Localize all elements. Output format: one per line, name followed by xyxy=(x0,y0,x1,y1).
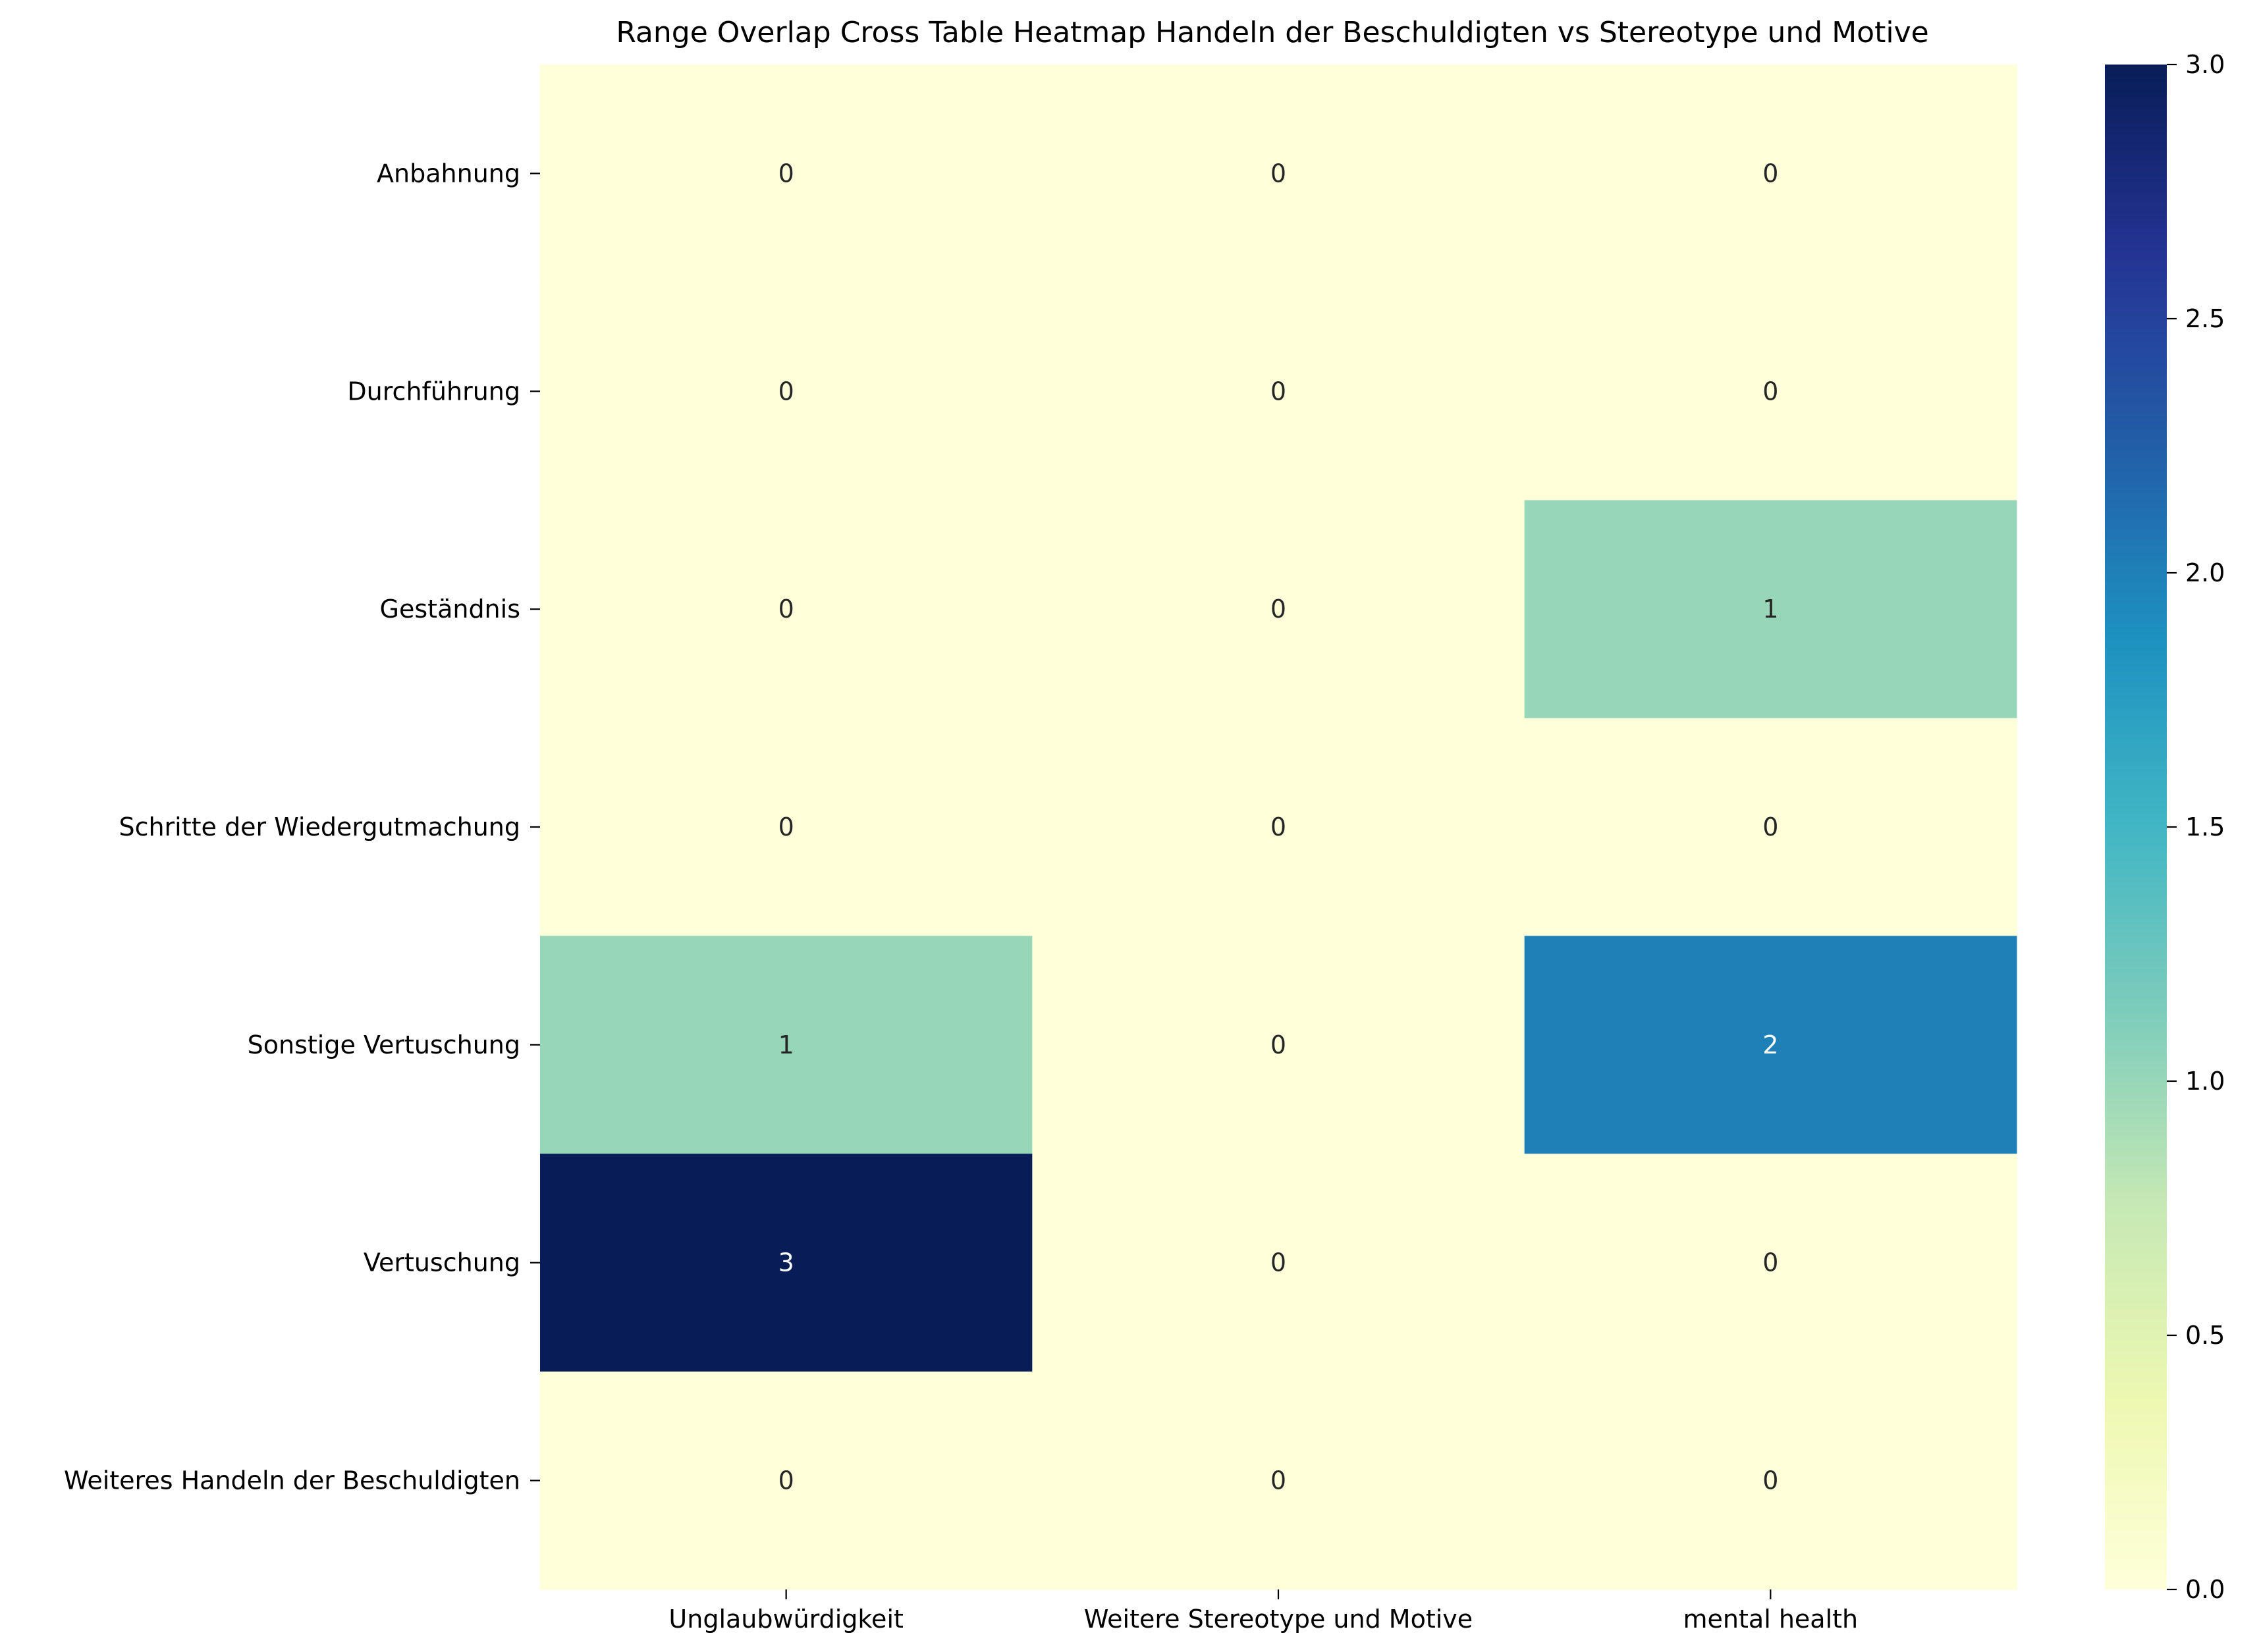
heatmap-cell xyxy=(1032,500,1525,719)
heatmap-cell xyxy=(1032,936,1525,1154)
x-axis: Unglaubwürdigkeit Weitere Stereotype und … xyxy=(668,1589,1858,1634)
colorbar-tick-label: 1.5 xyxy=(2185,813,2225,841)
y-tick-label: Vertuschung xyxy=(364,1248,520,1277)
heatmap-cell xyxy=(540,65,1033,283)
heatmap-cell xyxy=(1524,500,2017,719)
x-tick-label: Unglaubwürdigkeit xyxy=(668,1605,903,1634)
cell-value-label: 0 xyxy=(1270,159,1286,188)
heatmap-cell xyxy=(1032,282,1525,501)
heatmap-cell xyxy=(1524,282,2017,501)
colorbar-tick-label: 2.5 xyxy=(2185,304,2225,333)
cell-value-label: 0 xyxy=(1762,159,1778,188)
cell-value-label: 0 xyxy=(778,813,794,841)
cell-value-label: 0 xyxy=(1270,1030,1286,1059)
cell-value-label: 3 xyxy=(778,1248,794,1277)
heatmap-cell xyxy=(540,1372,1033,1590)
x-tick-label: mental health xyxy=(1683,1605,1859,1634)
cell-value-label: 0 xyxy=(778,159,794,188)
heatmap-cell xyxy=(1032,1154,1525,1372)
cell-value-label: 0 xyxy=(1762,813,1778,841)
heatmap-cell xyxy=(1032,718,1525,936)
colorbar-tick-label: 1.0 xyxy=(2185,1067,2225,1096)
colorbar-tick-label: 3.0 xyxy=(2185,50,2225,79)
heatmap-cell xyxy=(540,282,1033,501)
heatmap-cell xyxy=(1524,1154,2017,1372)
cell-value-label: 0 xyxy=(778,377,794,406)
y-tick-label: Geständnis xyxy=(380,595,520,624)
heatmap-cell xyxy=(540,936,1033,1154)
y-tick-label: Weiteres Handeln der Beschuldigten xyxy=(64,1466,520,1495)
cell-value-label: 0 xyxy=(1270,377,1286,406)
cell-value-label: 0 xyxy=(778,1466,794,1495)
heatmap-cell xyxy=(1524,936,2017,1154)
colorbar-gradient xyxy=(2105,65,2167,1589)
y-axis: Anbahnung Durchführung Geständnis Schritte … xyxy=(64,159,540,1495)
cell-value-label: 0 xyxy=(778,595,794,624)
cell-value-label: 0 xyxy=(1270,1248,1286,1277)
y-tick-label: Durchführung xyxy=(347,377,520,406)
colorbar: 0.0 0.5 1.0 1.5 2.0 2.5 3.0 xyxy=(2105,50,2225,1604)
heatmap-cell xyxy=(540,718,1033,936)
chart-title: Range Overlap Cross Table Heatmap Handel… xyxy=(616,16,1928,49)
heatmap-cell xyxy=(1524,718,2017,936)
heatmap-cell xyxy=(540,500,1033,719)
colorbar-tick-label: 0.0 xyxy=(2185,1575,2225,1604)
colorbar-tick-label: 2.0 xyxy=(2185,558,2225,587)
y-tick-label: Anbahnung xyxy=(377,159,520,188)
x-tick-label: Weitere Stereotype und Motive xyxy=(1084,1605,1473,1634)
cell-value-label: 0 xyxy=(1270,813,1286,841)
cell-value-label: 0 xyxy=(1762,1466,1778,1495)
heatmap-cell xyxy=(1032,1372,1525,1590)
heatmap-cell xyxy=(540,1154,1033,1372)
cell-value-label: 0 xyxy=(1762,377,1778,406)
y-tick-label: Sonstige Vertuschung xyxy=(248,1030,520,1059)
heatmap-cell-labels: 0 0 0 0 0 0 0 0 1 0 0 0 1 0 2 3 0 0 0 0 0 xyxy=(778,159,1779,1495)
y-tick-label: Schritte der Wiedergutmachung xyxy=(119,813,520,841)
cell-value-label: 0 xyxy=(1762,1248,1778,1277)
colorbar-tick-label: 0.5 xyxy=(2185,1321,2225,1350)
cell-value-label: 1 xyxy=(1762,595,1778,624)
heatmap-cell xyxy=(1032,65,1525,283)
heatmap-cells xyxy=(540,65,2017,1590)
cell-value-label: 2 xyxy=(1762,1030,1778,1059)
cell-value-label: 1 xyxy=(778,1030,794,1059)
cell-value-label: 0 xyxy=(1270,595,1286,624)
heatmap-cell xyxy=(1524,65,2017,283)
cell-value-label: 0 xyxy=(1270,1466,1286,1495)
heatmap-cell xyxy=(1524,1372,2017,1590)
